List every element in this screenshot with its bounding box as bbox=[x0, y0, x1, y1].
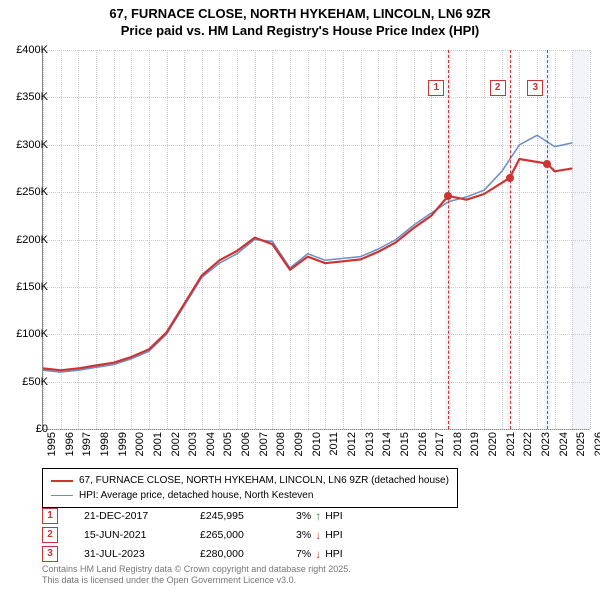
legend-swatch bbox=[51, 480, 73, 482]
x-axis-label: 2015 bbox=[399, 432, 411, 456]
x-axis-label: 1995 bbox=[46, 432, 58, 456]
legend-label: 67, FURNACE CLOSE, NORTH HYKEHAM, LINCOL… bbox=[79, 473, 449, 488]
sales-row-delta: 3% ↑ HPI bbox=[296, 509, 376, 523]
sales-row: 2 15-JUN-2021 £265,000 3% ↓ HPI bbox=[42, 527, 376, 543]
legend: 67, FURNACE CLOSE, NORTH HYKEHAM, LINCOL… bbox=[42, 468, 458, 508]
x-axis-label: 2013 bbox=[364, 432, 376, 456]
sales-row-date: 21-DEC-2017 bbox=[84, 510, 174, 522]
x-axis-label: 1996 bbox=[64, 432, 76, 456]
sale-dot-3 bbox=[543, 160, 551, 168]
x-axis-label: 2002 bbox=[170, 432, 182, 456]
sale-marker-1: 1 bbox=[428, 80, 444, 96]
y-axis-label: £300K bbox=[16, 139, 48, 151]
line-svg bbox=[43, 50, 590, 429]
chart-container: 67, FURNACE CLOSE, NORTH HYKEHAM, LINCOL… bbox=[0, 0, 600, 590]
sales-row-delta: 7% ↓ HPI bbox=[296, 547, 376, 561]
sales-table: 1 21-DEC-2017 £245,995 3% ↑ HPI 2 15-JUN-2021 £2… bbox=[42, 508, 376, 565]
attribution: Contains HM Land Registry data © Crown c… bbox=[42, 564, 351, 587]
x-axis-label: 2017 bbox=[434, 432, 446, 456]
sales-row-delta: 3% ↓ HPI bbox=[296, 528, 376, 542]
sales-row-date: 31-JUL-2023 bbox=[84, 548, 174, 560]
sale-marker-2: 2 bbox=[490, 80, 506, 96]
x-axis-label: 2004 bbox=[205, 432, 217, 456]
gridline-v bbox=[590, 50, 591, 429]
sales-row-price: £280,000 bbox=[200, 548, 270, 560]
legend-label: HPI: Average price, detached house, Nort… bbox=[79, 488, 313, 503]
x-axis-label: 2008 bbox=[275, 432, 287, 456]
x-axis-label: 2019 bbox=[469, 432, 481, 456]
x-axis-label: 2007 bbox=[258, 432, 270, 456]
x-axis-label: 2022 bbox=[522, 432, 534, 456]
sales-row: 1 21-DEC-2017 £245,995 3% ↑ HPI bbox=[42, 508, 376, 524]
x-axis-label: 2016 bbox=[417, 432, 429, 456]
arrow-up-icon: ↑ bbox=[315, 509, 321, 523]
x-axis-label: 2000 bbox=[134, 432, 146, 456]
title-line-2: Price paid vs. HM Land Registry's House … bbox=[0, 23, 600, 40]
sale-dot-1 bbox=[444, 192, 452, 200]
attribution-line-1: Contains HM Land Registry data © Crown c… bbox=[42, 564, 351, 575]
reference-line bbox=[448, 50, 449, 429]
sales-row-vs: HPI bbox=[325, 510, 343, 522]
sales-row: 3 31-JUL-2023 £280,000 7% ↓ HPI bbox=[42, 546, 376, 562]
sales-row-pct: 7% bbox=[296, 548, 311, 560]
x-axis-label: 2006 bbox=[240, 432, 252, 456]
x-axis-label: 2024 bbox=[558, 432, 570, 456]
y-axis-label: £350K bbox=[16, 91, 48, 103]
chart-title: 67, FURNACE CLOSE, NORTH HYKEHAM, LINCOL… bbox=[0, 0, 600, 40]
x-axis-label: 2020 bbox=[487, 432, 499, 456]
x-axis-label: 2025 bbox=[575, 432, 587, 456]
sales-row-pct: 3% bbox=[296, 529, 311, 541]
y-axis-label: £200K bbox=[16, 234, 48, 246]
gridline-h bbox=[43, 429, 590, 430]
y-axis-label: £150K bbox=[16, 281, 48, 293]
x-axis-label: 2023 bbox=[540, 432, 552, 456]
sales-row-vs: HPI bbox=[325, 548, 343, 560]
y-axis-label: £50K bbox=[22, 376, 48, 388]
x-axis-label: 2011 bbox=[328, 432, 340, 456]
sales-row-marker: 2 bbox=[42, 527, 58, 543]
x-axis-label: 2018 bbox=[452, 432, 464, 456]
reference-line bbox=[547, 50, 548, 429]
y-axis-label: £400K bbox=[16, 44, 48, 56]
legend-item: 67, FURNACE CLOSE, NORTH HYKEHAM, LINCOL… bbox=[51, 473, 449, 488]
x-axis-label: 2005 bbox=[222, 432, 234, 456]
series-property bbox=[43, 159, 572, 370]
x-axis-label: 1998 bbox=[99, 432, 111, 456]
x-axis-label: 2021 bbox=[505, 432, 517, 456]
y-axis-label: £100K bbox=[16, 328, 48, 340]
x-axis-label: 1999 bbox=[117, 432, 129, 456]
sales-row-price: £245,995 bbox=[200, 510, 270, 522]
y-axis-label: £250K bbox=[16, 186, 48, 198]
arrow-down-icon: ↓ bbox=[315, 547, 321, 561]
sale-dot-2 bbox=[506, 174, 514, 182]
x-axis-label: 2014 bbox=[381, 432, 393, 456]
x-axis-label: 2026 bbox=[593, 432, 600, 456]
sales-row-date: 15-JUN-2021 bbox=[84, 529, 174, 541]
sales-row-price: £265,000 bbox=[200, 529, 270, 541]
arrow-down-icon: ↓ bbox=[315, 528, 321, 542]
series-hpi bbox=[43, 135, 572, 372]
x-axis-label: 2001 bbox=[152, 432, 164, 456]
legend-item: HPI: Average price, detached house, Nort… bbox=[51, 488, 449, 503]
title-line-1: 67, FURNACE CLOSE, NORTH HYKEHAM, LINCOL… bbox=[0, 6, 600, 23]
sales-row-pct: 3% bbox=[296, 510, 311, 522]
x-axis-label: 2010 bbox=[311, 432, 323, 456]
sales-row-vs: HPI bbox=[325, 529, 343, 541]
sale-marker-3: 3 bbox=[527, 80, 543, 96]
reference-line bbox=[510, 50, 511, 429]
attribution-line-2: This data is licensed under the Open Gov… bbox=[42, 575, 351, 586]
x-axis-label: 1997 bbox=[81, 432, 93, 456]
x-axis-label: 2012 bbox=[346, 432, 358, 456]
legend-swatch bbox=[51, 495, 73, 496]
sales-row-marker: 3 bbox=[42, 546, 58, 562]
plot-area: 1 2 3 bbox=[42, 50, 590, 430]
x-axis-label: 2003 bbox=[187, 432, 199, 456]
sales-row-marker: 1 bbox=[42, 508, 58, 524]
x-axis-label: 2009 bbox=[293, 432, 305, 456]
